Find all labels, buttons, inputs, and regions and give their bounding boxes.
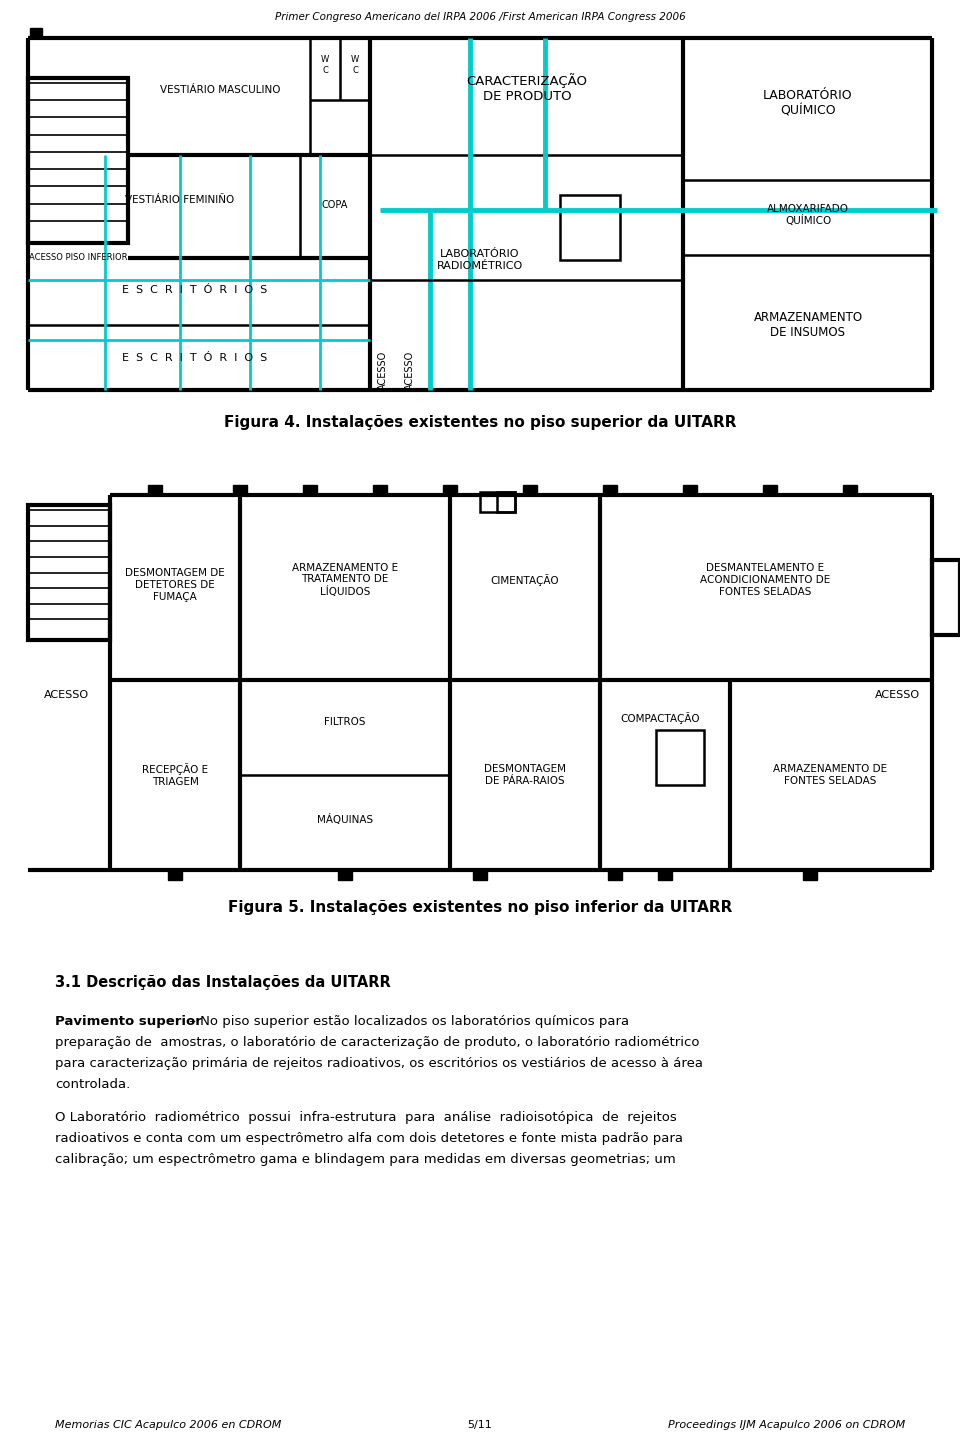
Polygon shape (303, 485, 317, 495)
Text: 5/11: 5/11 (468, 1420, 492, 1430)
Polygon shape (523, 485, 537, 495)
Text: W
C: W C (350, 56, 359, 75)
Text: ARMAZENAMENTO
DE INSUMOS: ARMAZENAMENTO DE INSUMOS (754, 312, 863, 339)
Text: MÁQUINAS: MÁQUINAS (317, 814, 373, 826)
Text: – No piso superior estão localizados os laboratórios químicos para: – No piso superior estão localizados os … (185, 1015, 629, 1028)
Text: Pavimento superior: Pavimento superior (55, 1015, 202, 1028)
Text: preparação de  amostras, o laboratório de caracterização de produto, o laboratór: preparação de amostras, o laboratório de… (55, 1035, 700, 1050)
Text: CIMENTAÇÃO: CIMENTAÇÃO (491, 574, 560, 586)
Text: Proceedings IJM Acapulco 2006 on CDROM: Proceedings IJM Acapulco 2006 on CDROM (668, 1420, 905, 1430)
Text: DESMONTAGEM DE
DETETORES DE
FUMAÇA: DESMONTAGEM DE DETETORES DE FUMAÇA (125, 569, 225, 602)
Text: ACESSO: ACESSO (43, 691, 88, 699)
Text: ACESSO PISO INFERIOR: ACESSO PISO INFERIOR (29, 253, 128, 261)
Text: CARACTERIZAÇÃO
DE PRODUTO: CARACTERIZAÇÃO DE PRODUTO (467, 73, 588, 103)
Text: para caracterização primária de rejeitos radioativos, os escritórios os vestiári: para caracterização primária de rejeitos… (55, 1057, 703, 1070)
Text: W
C: W C (321, 56, 329, 75)
Text: Figura 5. Instalações existentes no piso inferior da UITARR: Figura 5. Instalações existentes no piso… (228, 900, 732, 915)
Bar (560, 195, 620, 260)
Polygon shape (608, 870, 622, 880)
Polygon shape (168, 870, 182, 880)
Text: ACESSO: ACESSO (378, 350, 388, 391)
Text: ARMAZENAMENTO DE
FONTES SELADAS: ARMAZENAMENTO DE FONTES SELADAS (773, 764, 887, 785)
Text: LABORATÓRIO
RADIOMÉTRICO: LABORATÓRIO RADIOMÉTRICO (437, 250, 523, 271)
Text: VESTIÁRIO MASCULINO: VESTIÁRIO MASCULINO (159, 85, 280, 95)
Polygon shape (30, 27, 42, 37)
Text: Memorias CIC Acapulco 2006 en CDROM: Memorias CIC Acapulco 2006 en CDROM (55, 1420, 281, 1430)
Polygon shape (233, 485, 247, 495)
Text: Primer Congreso Americano del IRPA 2006 /First American IRPA Congress 2006: Primer Congreso Americano del IRPA 2006 … (275, 11, 685, 22)
Text: VESTIÁRIO FEMINIÑO: VESTIÁRIO FEMINIÑO (126, 195, 234, 205)
Text: DESMONTAGEM
DE PÁRA-RAIOS: DESMONTAGEM DE PÁRA-RAIOS (484, 764, 566, 785)
Text: COPA: COPA (322, 200, 348, 210)
Polygon shape (763, 485, 777, 495)
Text: ACESSO: ACESSO (405, 350, 415, 391)
Text: calibração; um espectrômetro gama e blindagem para medidas em diversas geometria: calibração; um espectrômetro gama e blin… (55, 1153, 676, 1166)
Bar (480, 493, 515, 513)
Text: LABORATÓRIO
QUÍMICO: LABORATÓRIO QUÍMICO (763, 89, 852, 116)
Text: FILTROS: FILTROS (324, 717, 366, 727)
Polygon shape (473, 870, 487, 880)
Polygon shape (338, 870, 352, 880)
Text: ARMAZENAMENTO E
TRATAMENTO DE
LÍQUIDOS: ARMAZENAMENTO E TRATAMENTO DE LÍQUIDOS (292, 563, 398, 597)
Text: ALMOXARIFADO
QUÍMICO: ALMOXARIFADO QUÍMICO (767, 204, 849, 227)
Bar (932, 560, 960, 635)
Text: radioativos e conta com um espectrômetro alfa com dois detetores e fonte mista p: radioativos e conta com um espectrômetro… (55, 1132, 683, 1144)
Bar (497, 493, 515, 513)
Polygon shape (603, 485, 617, 495)
Polygon shape (658, 870, 672, 880)
Bar (28, 505, 110, 640)
Bar (656, 729, 704, 785)
Text: DESMANTELAMENTO E
ACONDICIONAMENTO DE
FONTES SELADAS: DESMANTELAMENTO E ACONDICIONAMENTO DE FO… (700, 563, 830, 596)
Text: controlada.: controlada. (55, 1078, 131, 1091)
Text: 3.1 Descrição das Instalações da UITARR: 3.1 Descrição das Instalações da UITARR (55, 975, 391, 989)
Polygon shape (683, 485, 697, 495)
Polygon shape (443, 485, 457, 495)
Bar (28, 78, 128, 243)
Text: Figura 4. Instalações existentes no piso superior da UITARR: Figura 4. Instalações existentes no piso… (224, 415, 736, 429)
Polygon shape (803, 870, 817, 880)
Text: O Laboratório  radiométrico  possui  infra-estrutura  para  análise  radioisotóp: O Laboratório radiométrico possui infra-… (55, 1111, 677, 1124)
Text: RECEPÇÃO E
TRIAGEM: RECEPÇÃO E TRIAGEM (142, 764, 208, 787)
Polygon shape (148, 485, 162, 495)
Text: ACESSO: ACESSO (875, 691, 920, 699)
Polygon shape (843, 485, 857, 495)
Text: E  S  C  R  I  T  Ó  R  I  O  S: E S C R I T Ó R I O S (122, 353, 268, 363)
Polygon shape (373, 485, 387, 495)
Text: E  S  C  R  I  T  Ó  R  I  O  S: E S C R I T Ó R I O S (122, 284, 268, 294)
Text: COMPACTAÇÃO: COMPACTAÇÃO (620, 712, 700, 724)
